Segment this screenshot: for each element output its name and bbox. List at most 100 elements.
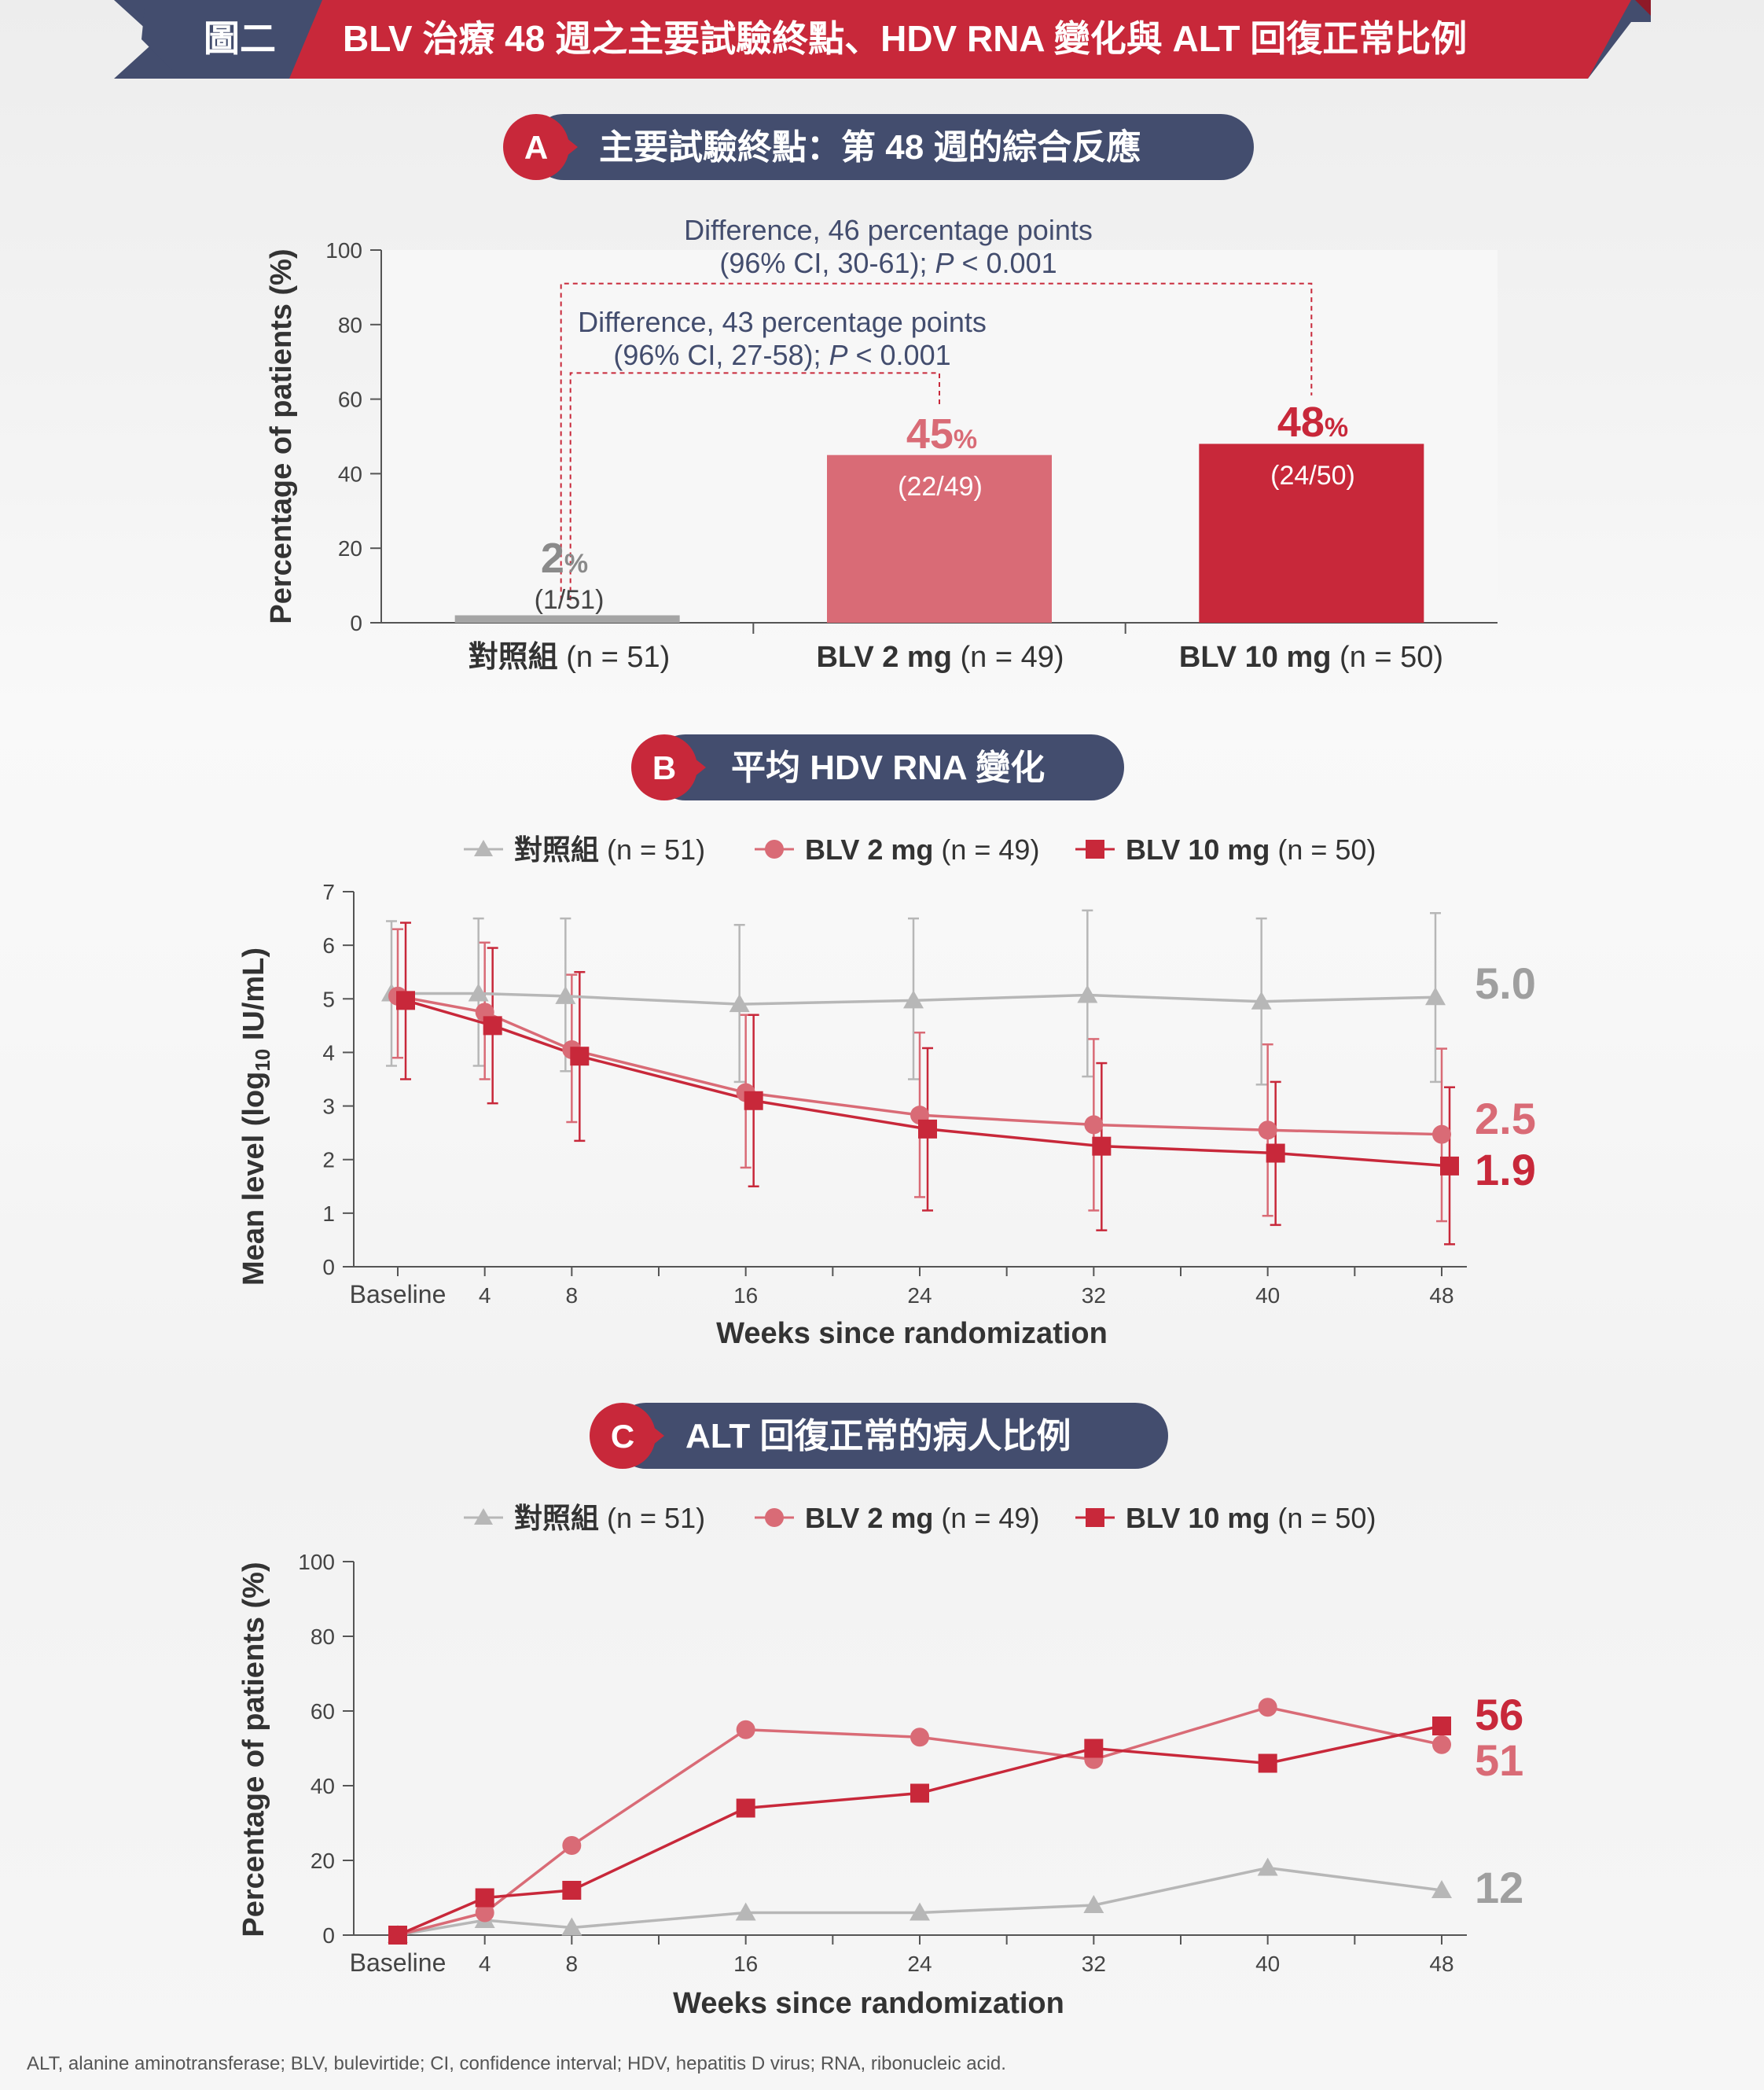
panel-c-title-text: ALT 回復正常的病人比例 bbox=[685, 1417, 1071, 1455]
data-point bbox=[1431, 1880, 1452, 1898]
data-point bbox=[1084, 1115, 1104, 1135]
end-value-label: 1.9 bbox=[1475, 1145, 1536, 1194]
panel-a-letter: A bbox=[524, 129, 548, 166]
panel-b-letter-circle bbox=[631, 734, 697, 800]
bar-value-label-blv10: 48% bbox=[1277, 399, 1348, 446]
panel-c-x-label: Weeks since randomization bbox=[673, 1987, 1064, 2020]
y-tick-label: 60 bbox=[311, 1699, 335, 1724]
panel-c-letter-circle bbox=[590, 1403, 656, 1469]
y-tick-label: 2 bbox=[322, 1148, 335, 1172]
end-value-label: 2.5 bbox=[1475, 1094, 1536, 1143]
legend-label-blv10: BLV 10 mg (n = 50) bbox=[1126, 1502, 1376, 1534]
data-point bbox=[570, 1047, 590, 1066]
bar bbox=[827, 454, 1052, 623]
end-value-label: 12 bbox=[1475, 1863, 1523, 1912]
bar-count-blv2: (22/49) bbox=[898, 472, 983, 502]
panel-b-series: 5.0 2.51.9 bbox=[381, 909, 1536, 1246]
end-value-label: 56 bbox=[1475, 1690, 1523, 1739]
data-point bbox=[1440, 1156, 1459, 1176]
panel-b-y-label: Mean level (log10 IU/mL) bbox=[237, 947, 274, 1286]
x-tick-label: 32 bbox=[1082, 1952, 1106, 1976]
data-point bbox=[396, 991, 415, 1010]
series-line bbox=[391, 992, 1436, 1006]
data-point bbox=[1083, 1895, 1104, 1913]
legend-marker-control bbox=[474, 1508, 493, 1525]
bracket-line bbox=[560, 282, 1313, 601]
x-tick-label: 16 bbox=[733, 1952, 758, 1976]
data-point bbox=[1432, 1124, 1451, 1144]
panel-b-x-label: Weeks since randomization bbox=[716, 1317, 1108, 1350]
x-tick-label: 4 bbox=[479, 1283, 491, 1308]
y-tick-label: 7 bbox=[322, 880, 335, 904]
panel-a-title-text: 主要試驗終點：第 48 週的綜合反應 bbox=[599, 127, 1141, 167]
legend-label-control: 對照組 (n = 51) bbox=[514, 833, 705, 866]
data-point bbox=[1258, 1120, 1277, 1140]
y-tick-label: 40 bbox=[338, 462, 362, 486]
y-tick-label: 5 bbox=[322, 987, 335, 1011]
header-title: BLV 治療 48 週之主要試驗終點、HDV RNA 變化與 ALT 回復正常比… bbox=[343, 18, 1467, 59]
data-point bbox=[1257, 1857, 1278, 1876]
y-tick-label: 0 bbox=[322, 1923, 335, 1948]
panel-b-title-text: 平均 HDV RNA 變化 bbox=[731, 749, 1045, 787]
panel-a-brackets bbox=[560, 282, 1313, 601]
panel-a-pill bbox=[531, 114, 1254, 180]
y-tick-label: 20 bbox=[338, 536, 362, 561]
x-tick-label: 24 bbox=[907, 1952, 932, 1976]
panel-c-y-label: Percentage of patients (%) bbox=[237, 1562, 270, 1937]
data-point bbox=[736, 1720, 755, 1739]
panel-a-arrow bbox=[558, 131, 578, 163]
bar-count-blv10: (24/50) bbox=[1270, 461, 1355, 491]
category-label-blv10: BLV 10 mg (n = 50) bbox=[1179, 641, 1443, 674]
x-tick-label: 48 bbox=[1429, 1952, 1453, 1976]
series-line bbox=[397, 1724, 1442, 1937]
legend-label-blv2: BLV 2 mg (n = 49) bbox=[805, 833, 1039, 866]
data-point bbox=[1251, 991, 1272, 1010]
y-tick-label: 6 bbox=[322, 933, 335, 958]
y-tick-label: 40 bbox=[311, 1774, 335, 1798]
legend-marker-control bbox=[474, 840, 493, 856]
panel-a-y-label: Percentage of patients (%) bbox=[265, 248, 298, 624]
series-line bbox=[397, 1705, 1442, 1937]
y-tick-label: 100 bbox=[325, 238, 362, 263]
y-tick-label: 0 bbox=[322, 1255, 335, 1279]
panel-b-pill bbox=[652, 734, 1124, 800]
data-point bbox=[736, 1798, 755, 1818]
panel-b-arrow bbox=[686, 752, 706, 783]
annotation-diff-43-line2: (96% CI, 27-58); P < 0.001 bbox=[613, 339, 950, 371]
x-tick-label: 48 bbox=[1429, 1283, 1453, 1308]
panel-c-letter: C bbox=[611, 1418, 634, 1455]
data-point bbox=[562, 1881, 582, 1900]
x-tick-label: 32 bbox=[1082, 1283, 1106, 1308]
x-tick-label: 8 bbox=[566, 1283, 579, 1308]
y-tick-label: 80 bbox=[311, 1625, 335, 1649]
data-point bbox=[1077, 984, 1098, 1003]
y-tick-label: 0 bbox=[350, 611, 362, 635]
legend-label-blv10: BLV 10 mg (n = 50) bbox=[1126, 833, 1376, 866]
bracket-line bbox=[569, 372, 940, 601]
x-tick-label: 24 bbox=[907, 1283, 932, 1308]
panel-a-title: A 主要試驗終點：第 48 週的綜合反應 bbox=[503, 114, 1254, 180]
header-red-band bbox=[275, 0, 1631, 79]
bar bbox=[1199, 443, 1424, 623]
x-tick-label: 40 bbox=[1255, 1952, 1280, 1976]
data-point bbox=[1092, 1136, 1112, 1156]
header-corner-dark bbox=[1635, 0, 1651, 16]
data-point bbox=[483, 1016, 502, 1036]
x-tick-label: 8 bbox=[566, 1952, 579, 1976]
data-point bbox=[1084, 1739, 1104, 1758]
panel-c-arrow bbox=[645, 1420, 664, 1452]
data-point bbox=[468, 983, 489, 1002]
data-point bbox=[1432, 1717, 1451, 1735]
annotation-diff-46-line1: Difference, 46 percentage points bbox=[684, 214, 1093, 246]
panel-b-letter: B bbox=[652, 749, 676, 786]
panel-b-title: B 平均 HDV RNA 變化 bbox=[631, 734, 1124, 800]
panel-c-legend: 對照組 (n = 51) BLV 2 mg (n = 49) BLV 10 mg… bbox=[464, 1502, 1376, 1534]
data-point bbox=[555, 985, 576, 1004]
data-point bbox=[562, 1836, 582, 1855]
